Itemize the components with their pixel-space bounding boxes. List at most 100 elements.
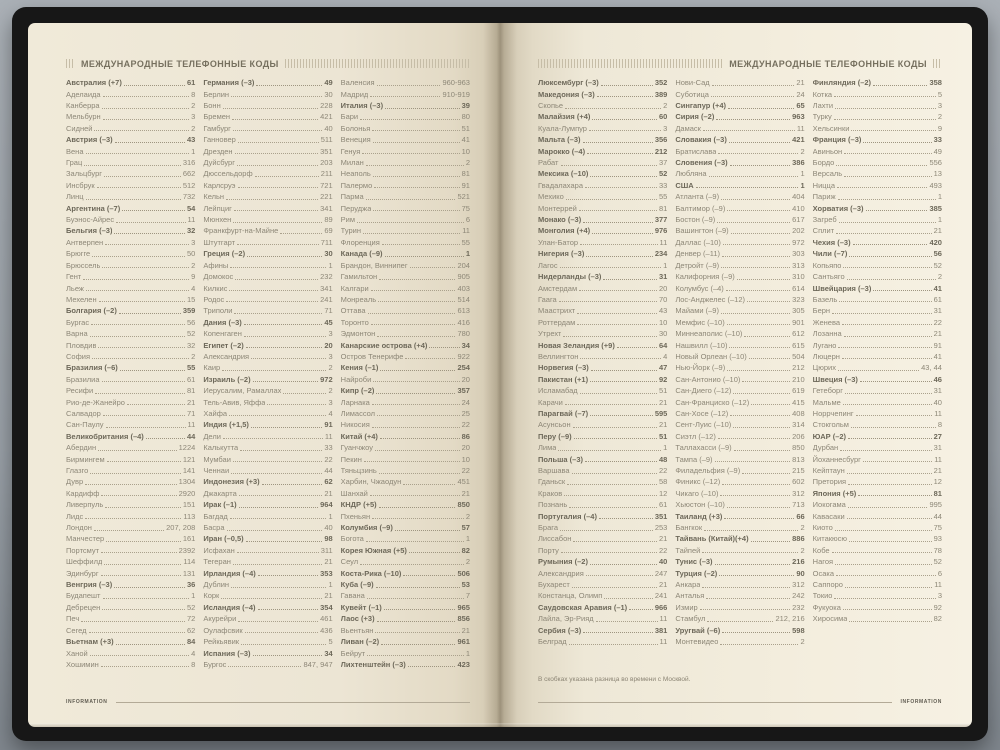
dot-leader bbox=[842, 604, 932, 611]
entry-code: 312 bbox=[792, 488, 805, 498]
city-code-entry: Сан-Франциско (–12) 415 bbox=[675, 396, 804, 407]
entry-code: 2 bbox=[663, 101, 668, 111]
entry-name: Детройт (–9) bbox=[675, 260, 720, 270]
entry-code: 436 bbox=[320, 625, 333, 635]
entry-name: Бухарест bbox=[538, 580, 570, 590]
entry-name: Вьетнам (+3) bbox=[66, 637, 114, 647]
dot-leader bbox=[370, 91, 441, 98]
entry-name: Сирия (–2) bbox=[675, 112, 715, 122]
dot-leader bbox=[699, 604, 791, 611]
entry-code: 34 bbox=[461, 340, 470, 350]
entry-code: 161 bbox=[182, 534, 196, 544]
entry-name: Сингапур (+4) bbox=[675, 101, 726, 111]
dot-leader bbox=[567, 479, 657, 485]
entry-name: Абердин bbox=[66, 443, 97, 453]
dot-leader bbox=[98, 342, 185, 349]
city-code-entry: Исламабад 51 bbox=[538, 385, 667, 396]
dot-leader bbox=[394, 525, 460, 531]
entry-code: 965 bbox=[457, 602, 470, 612]
city-code-entry: Каир 2 bbox=[203, 362, 332, 373]
dot-leader bbox=[226, 296, 319, 303]
entry-code: 64 bbox=[658, 340, 668, 350]
entry-name: Никосия bbox=[340, 420, 370, 430]
entry-code: 305 bbox=[792, 306, 805, 316]
entry-name: Палермо bbox=[340, 180, 373, 190]
dot-leader bbox=[373, 205, 460, 212]
dot-leader bbox=[600, 80, 653, 86]
dot-leader bbox=[586, 251, 653, 257]
entry-name: Австрия (–3) bbox=[66, 135, 113, 145]
entry-code: 2 bbox=[465, 511, 470, 521]
entry-name: Брага bbox=[538, 523, 559, 533]
dot-leader bbox=[247, 251, 323, 257]
entry-name: Уругвай (–6) bbox=[675, 625, 721, 635]
entry-code: 43 bbox=[658, 306, 668, 316]
entry-code: 612 bbox=[792, 329, 805, 339]
city-code-entry: Шеффилд 114 bbox=[66, 556, 195, 567]
dot-leader bbox=[838, 217, 936, 223]
country-code-entry: Аргентина (–7) 54 bbox=[66, 202, 195, 213]
dot-leader bbox=[847, 502, 928, 508]
dot-leader bbox=[362, 148, 460, 155]
dot-leader bbox=[722, 239, 791, 246]
entry-code: 210 bbox=[792, 374, 805, 384]
entry-code: 11 bbox=[659, 237, 668, 247]
entry-code: 21 bbox=[933, 226, 942, 236]
country-code-entry: Ирак (–1) 964 bbox=[203, 499, 332, 510]
entry-code: 310 bbox=[792, 272, 805, 282]
entry-name: Иран (–0,5) bbox=[203, 534, 244, 544]
city-code-entry: Вашингтон (–9) 202 bbox=[675, 225, 804, 236]
entry-name: Париж bbox=[812, 192, 836, 202]
entry-name: Филадельфия (–9) bbox=[675, 466, 741, 476]
country-code-entry: Венгрия (–3) 36 bbox=[66, 579, 195, 590]
entry-name: Бейрут bbox=[340, 648, 366, 658]
city-code-entry: Лиссабон 21 bbox=[538, 533, 667, 544]
entry-code: 44 bbox=[324, 466, 333, 476]
dot-leader bbox=[106, 456, 181, 463]
entry-code: 15 bbox=[186, 294, 196, 304]
entry-name: Флоренция bbox=[340, 237, 380, 247]
city-code-entry: Бразилиа 61 bbox=[66, 374, 195, 385]
dot-leader bbox=[844, 148, 932, 155]
city-code-entry: Льеж 4 bbox=[66, 282, 195, 293]
dot-leader bbox=[560, 160, 657, 166]
dot-leader bbox=[832, 308, 932, 314]
city-code-entry: Никосия 22 bbox=[341, 419, 470, 430]
entry-name: Марокко (–4) bbox=[538, 146, 586, 156]
city-code-entry: Оттава 613 bbox=[341, 305, 470, 316]
entry-name: Сан-Паулу bbox=[66, 420, 104, 430]
entry-name: Калькутта bbox=[203, 443, 239, 453]
entry-name: Осака bbox=[812, 568, 835, 578]
entry-code: 30 bbox=[324, 249, 333, 259]
country-code-entry: Таиланд (+3) 66 bbox=[675, 510, 804, 521]
entry-name: Тайвань (Китай)(+4) bbox=[675, 534, 749, 544]
entry-name: Джакарта bbox=[203, 488, 237, 498]
dot-leader bbox=[702, 547, 799, 554]
entry-name: Гамильтон bbox=[340, 272, 378, 282]
country-code-entry: Коста-Рика (–10) 506 bbox=[341, 567, 470, 578]
entry-code: 11 bbox=[934, 454, 942, 464]
entry-code: 1 bbox=[191, 146, 196, 156]
entry-code: 2 bbox=[800, 637, 805, 647]
entry-name: Берлин bbox=[203, 89, 230, 99]
dot-leader bbox=[729, 160, 791, 166]
entry-code: 972 bbox=[320, 374, 333, 384]
entry-code: 30 bbox=[324, 89, 333, 99]
entry-code: 47 bbox=[658, 363, 668, 373]
entry-code: 420 bbox=[929, 237, 942, 247]
dot-leader bbox=[873, 80, 928, 86]
country-code-entry: Канада (–9) 1 bbox=[341, 248, 470, 259]
city-code-entry: Мехелен 15 bbox=[66, 294, 195, 305]
entry-code: 615 bbox=[792, 340, 805, 350]
city-code-entry: Палермо 91 bbox=[341, 180, 470, 191]
city-code-entry: Котка 5 bbox=[813, 88, 942, 99]
dot-leader bbox=[565, 103, 662, 109]
entry-code: 31 bbox=[933, 443, 942, 453]
entry-name: Кипр (–2) bbox=[340, 386, 375, 396]
city-code-entry: Парма 521 bbox=[341, 191, 470, 202]
entry-code: 57 bbox=[461, 523, 470, 533]
dot-leader bbox=[374, 182, 460, 189]
entry-name: Веллингтон bbox=[538, 351, 579, 361]
city-code-entry: Мемфис (–10) 901 bbox=[675, 317, 804, 328]
entry-code: 234 bbox=[654, 249, 668, 259]
